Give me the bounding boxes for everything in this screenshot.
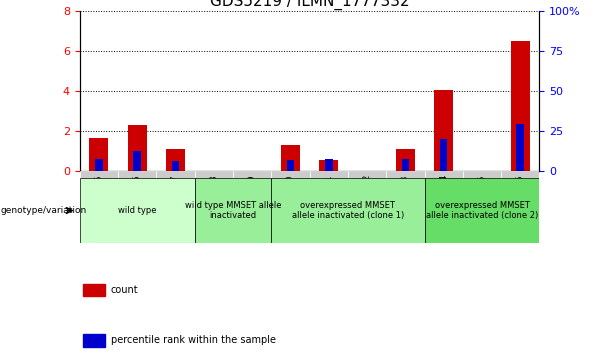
Text: GSM1395235: GSM1395235 xyxy=(94,174,104,235)
Bar xyxy=(233,171,271,240)
Bar xyxy=(424,178,539,243)
Title: GDS5219 / ILMN_1777332: GDS5219 / ILMN_1777332 xyxy=(210,0,409,9)
Bar xyxy=(83,284,105,296)
Bar xyxy=(80,178,195,243)
Text: GSM1395245: GSM1395245 xyxy=(478,174,487,234)
Text: GSM1395236: GSM1395236 xyxy=(132,174,142,235)
Bar xyxy=(271,171,310,240)
Text: GSM1395239: GSM1395239 xyxy=(248,174,257,235)
Bar xyxy=(463,171,501,240)
Text: wild type MMSET allele
inactivated: wild type MMSET allele inactivated xyxy=(185,201,281,220)
Bar xyxy=(348,171,386,240)
Bar xyxy=(83,334,105,347)
Bar xyxy=(195,178,271,243)
Bar xyxy=(319,160,338,171)
Text: overexpressed MMSET
allele inactivated (clone 2): overexpressed MMSET allele inactivated (… xyxy=(426,201,538,220)
Bar xyxy=(310,171,348,240)
Text: GSM1395243: GSM1395243 xyxy=(401,174,410,234)
Bar xyxy=(128,125,147,171)
Bar xyxy=(118,171,156,240)
Text: wild type: wild type xyxy=(118,206,156,215)
Bar xyxy=(434,90,453,171)
Text: GSM1395238: GSM1395238 xyxy=(209,174,218,235)
Bar xyxy=(424,171,463,240)
Bar xyxy=(511,41,530,171)
Text: GSM1395244: GSM1395244 xyxy=(439,174,448,234)
Bar xyxy=(172,161,179,171)
Text: GSM1395237: GSM1395237 xyxy=(171,174,180,235)
Bar xyxy=(396,149,415,171)
Text: GSM1395241: GSM1395241 xyxy=(324,174,333,234)
Bar xyxy=(89,138,109,171)
Bar xyxy=(156,171,195,240)
Bar xyxy=(281,144,300,171)
Text: GSM1395246: GSM1395246 xyxy=(516,174,525,234)
Text: count: count xyxy=(111,285,139,295)
Bar xyxy=(271,178,424,243)
Bar xyxy=(80,171,118,240)
Bar xyxy=(166,149,185,171)
Text: genotype/variation: genotype/variation xyxy=(1,206,87,215)
Text: GSM1395242: GSM1395242 xyxy=(362,174,371,234)
Bar xyxy=(386,171,424,240)
Bar xyxy=(516,124,524,171)
Bar xyxy=(195,171,233,240)
Bar xyxy=(440,139,447,171)
Bar xyxy=(95,159,103,171)
Text: percentile rank within the sample: percentile rank within the sample xyxy=(111,335,276,346)
Text: overexpressed MMSET
allele inactivated (clone 1): overexpressed MMSET allele inactivated (… xyxy=(292,201,404,220)
Bar xyxy=(134,151,141,171)
Bar xyxy=(325,159,333,171)
Bar xyxy=(501,171,539,240)
Bar xyxy=(402,159,409,171)
Text: GSM1395240: GSM1395240 xyxy=(286,174,295,234)
Bar xyxy=(287,160,294,171)
